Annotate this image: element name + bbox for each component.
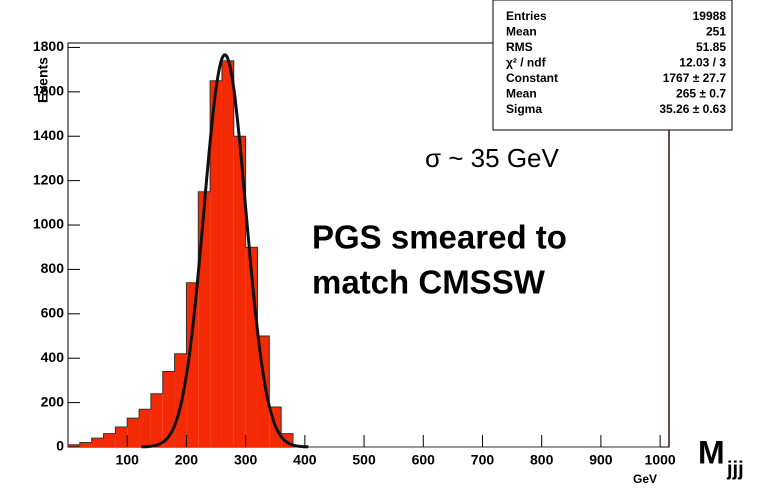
stat-label: Constant xyxy=(506,71,558,85)
plot: 0 200 400 600 800 1000 1200 1400 1600 1800 100 200 3… xyxy=(33,38,676,468)
stat-label: Sigma xyxy=(506,102,542,116)
mass-subscript: jjj xyxy=(726,458,744,480)
stat-value: 35.26 ± 0.63 xyxy=(659,102,726,116)
stat-value: 1767 ± 27.7 xyxy=(663,71,727,85)
y-tick-label: 200 xyxy=(41,393,65,409)
y-axis-label: Events xyxy=(35,57,51,103)
y-tick-label: 600 xyxy=(41,305,65,321)
bar xyxy=(233,136,246,447)
bar xyxy=(186,282,199,447)
smear-note: match CMSSW xyxy=(312,264,546,301)
y-tick-label: 1600 xyxy=(33,83,64,99)
smear-note: PGS smeared to xyxy=(312,219,567,256)
x-tick-label: 700 xyxy=(471,452,495,468)
x-tick-label: 800 xyxy=(530,452,554,468)
stat-label: RMS xyxy=(506,40,533,54)
bar xyxy=(139,409,151,447)
y-tick-label: 0 xyxy=(56,438,64,454)
fit-curve xyxy=(141,53,309,449)
x-tick-label: 100 xyxy=(116,452,140,468)
bar xyxy=(245,247,258,447)
x-axis-label: GeV xyxy=(633,472,657,486)
x-tick-label: 500 xyxy=(352,452,376,468)
stat-value: 265 ± 0.7 xyxy=(676,87,726,101)
stat-value: 51.85 xyxy=(696,40,726,54)
sigma-note: σ ~ 35 GeV xyxy=(425,143,560,173)
y-tick-label: 1200 xyxy=(33,171,64,187)
y-tick-label: 400 xyxy=(41,349,65,365)
bar xyxy=(115,427,128,447)
x-tick-label: 200 xyxy=(175,452,199,468)
bar xyxy=(68,444,80,447)
stat-value: 19988 xyxy=(693,9,727,23)
bar xyxy=(221,60,234,448)
y-tick-label: 800 xyxy=(41,260,65,276)
stat-value: 12.03 / 3 xyxy=(679,56,726,70)
stat-label: χ² / ndf xyxy=(506,56,547,70)
stat-label: Entries xyxy=(506,9,547,23)
y-tick-label: 1400 xyxy=(33,127,64,143)
bar xyxy=(198,191,211,447)
y-tick-label: 1000 xyxy=(33,216,64,232)
x-tick-label: 400 xyxy=(293,452,317,468)
x-tick-label: 900 xyxy=(589,452,613,468)
bar xyxy=(79,442,92,447)
mass-label: M xyxy=(698,434,725,470)
histogram-outline xyxy=(68,60,661,448)
bar xyxy=(257,336,270,447)
bar xyxy=(162,371,175,447)
bar xyxy=(127,418,140,447)
stat-value: 251 xyxy=(706,25,726,39)
y-tick-label: 1800 xyxy=(33,38,64,54)
x-tick-label: 600 xyxy=(412,452,436,468)
stat-label: Mean xyxy=(506,25,537,39)
stat-label: Mean xyxy=(506,87,537,101)
stats-box xyxy=(492,0,733,131)
stats: Entries 19988 Mean 251 RMS 51.85 χ² / ndf 12.03… xyxy=(506,9,726,116)
bar xyxy=(281,433,294,447)
bar xyxy=(210,80,222,447)
bar xyxy=(150,393,163,447)
bar xyxy=(103,433,116,447)
x-tick-label: 300 xyxy=(234,452,258,468)
x-tick-label: 1000 xyxy=(645,452,676,468)
bar xyxy=(91,438,104,447)
